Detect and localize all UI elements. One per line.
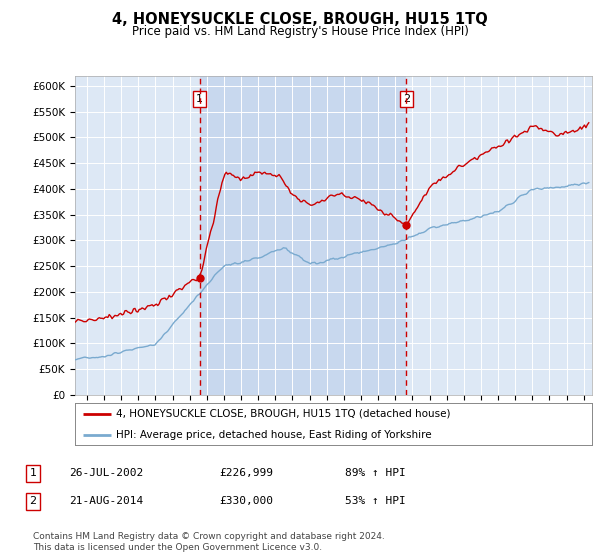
Text: Price paid vs. HM Land Registry's House Price Index (HPI): Price paid vs. HM Land Registry's House … <box>131 25 469 38</box>
Text: 1: 1 <box>29 468 37 478</box>
Text: 2: 2 <box>29 496 37 506</box>
Text: £330,000: £330,000 <box>219 496 273 506</box>
Text: £226,999: £226,999 <box>219 468 273 478</box>
Text: 21-AUG-2014: 21-AUG-2014 <box>69 496 143 506</box>
Bar <box>200 76 406 395</box>
Text: 89% ↑ HPI: 89% ↑ HPI <box>345 468 406 478</box>
Text: 4, HONEYSUCKLE CLOSE, BROUGH, HU15 1TQ (detached house): 4, HONEYSUCKLE CLOSE, BROUGH, HU15 1TQ (… <box>116 409 451 419</box>
Text: HPI: Average price, detached house, East Riding of Yorkshire: HPI: Average price, detached house, East… <box>116 430 432 440</box>
Text: 4, HONEYSUCKLE CLOSE, BROUGH, HU15 1TQ: 4, HONEYSUCKLE CLOSE, BROUGH, HU15 1TQ <box>112 12 488 27</box>
Text: Contains HM Land Registry data © Crown copyright and database right 2024.: Contains HM Land Registry data © Crown c… <box>33 532 385 541</box>
Text: 53% ↑ HPI: 53% ↑ HPI <box>345 496 406 506</box>
Text: 2: 2 <box>403 94 410 104</box>
Text: 1: 1 <box>196 94 203 104</box>
Text: 26-JUL-2002: 26-JUL-2002 <box>69 468 143 478</box>
Text: This data is licensed under the Open Government Licence v3.0.: This data is licensed under the Open Gov… <box>33 543 322 552</box>
